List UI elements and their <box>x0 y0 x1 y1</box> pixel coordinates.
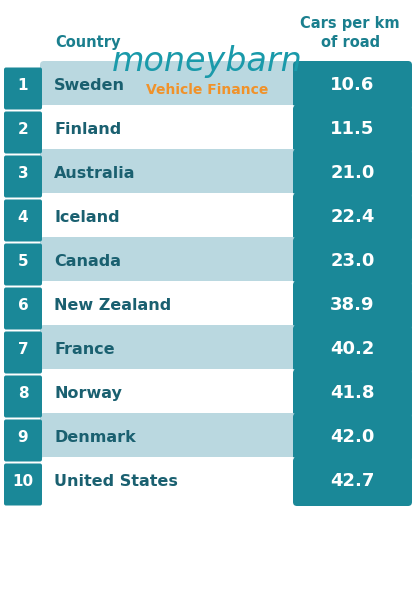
FancyBboxPatch shape <box>292 457 411 506</box>
FancyBboxPatch shape <box>292 369 411 418</box>
FancyBboxPatch shape <box>40 149 295 198</box>
Text: 41.8: 41.8 <box>330 385 374 403</box>
FancyBboxPatch shape <box>4 464 42 506</box>
Text: 2: 2 <box>18 122 28 137</box>
Text: 6: 6 <box>18 298 28 313</box>
Text: 42.0: 42.0 <box>330 429 374 447</box>
FancyBboxPatch shape <box>292 325 411 374</box>
Text: 11.5: 11.5 <box>330 120 374 138</box>
FancyBboxPatch shape <box>4 420 42 462</box>
FancyBboxPatch shape <box>40 61 295 110</box>
Text: 5: 5 <box>18 254 28 269</box>
Text: New Zealand: New Zealand <box>54 298 171 313</box>
FancyBboxPatch shape <box>292 193 411 242</box>
Text: Finland: Finland <box>54 122 121 137</box>
Text: Australia: Australia <box>54 166 135 181</box>
Text: Cars per km
of road: Cars per km of road <box>300 16 399 50</box>
FancyBboxPatch shape <box>292 237 411 286</box>
FancyBboxPatch shape <box>292 281 411 330</box>
Text: 3: 3 <box>18 166 28 181</box>
Text: 40.2: 40.2 <box>330 341 374 359</box>
FancyBboxPatch shape <box>4 288 42 329</box>
Text: Iceland: Iceland <box>54 210 119 225</box>
Text: Vehicle Finance: Vehicle Finance <box>145 83 268 97</box>
FancyBboxPatch shape <box>4 111 42 154</box>
Text: 7: 7 <box>18 342 28 357</box>
FancyBboxPatch shape <box>292 105 411 154</box>
Text: 10.6: 10.6 <box>330 76 374 95</box>
Text: Sweden: Sweden <box>54 78 125 93</box>
FancyBboxPatch shape <box>4 332 42 373</box>
Text: Denmark: Denmark <box>54 430 135 445</box>
Text: moneybarn: moneybarn <box>112 46 301 78</box>
FancyBboxPatch shape <box>40 105 295 154</box>
Text: 8: 8 <box>18 386 28 401</box>
Text: France: France <box>54 342 114 357</box>
Text: Country: Country <box>55 34 120 49</box>
Text: 42.7: 42.7 <box>330 473 374 491</box>
Text: 1: 1 <box>18 78 28 93</box>
Text: United States: United States <box>54 474 178 489</box>
FancyBboxPatch shape <box>40 369 295 418</box>
Text: 4: 4 <box>18 210 28 225</box>
FancyBboxPatch shape <box>4 376 42 418</box>
FancyBboxPatch shape <box>4 243 42 285</box>
FancyBboxPatch shape <box>40 193 295 242</box>
Text: 22.4: 22.4 <box>330 208 374 226</box>
Text: Canada: Canada <box>54 254 121 269</box>
FancyBboxPatch shape <box>292 149 411 198</box>
FancyBboxPatch shape <box>40 237 295 286</box>
FancyBboxPatch shape <box>40 413 295 462</box>
Text: 21.0: 21.0 <box>330 164 374 182</box>
FancyBboxPatch shape <box>40 325 295 374</box>
FancyBboxPatch shape <box>40 457 295 506</box>
Text: Norway: Norway <box>54 386 121 401</box>
Text: 9: 9 <box>18 430 28 445</box>
FancyBboxPatch shape <box>4 155 42 197</box>
FancyBboxPatch shape <box>40 281 295 330</box>
Text: 38.9: 38.9 <box>330 297 374 314</box>
Text: 10: 10 <box>12 474 33 489</box>
FancyBboxPatch shape <box>4 199 42 241</box>
FancyBboxPatch shape <box>4 67 42 110</box>
Text: 23.0: 23.0 <box>330 252 374 270</box>
FancyBboxPatch shape <box>292 413 411 462</box>
FancyBboxPatch shape <box>292 61 411 110</box>
